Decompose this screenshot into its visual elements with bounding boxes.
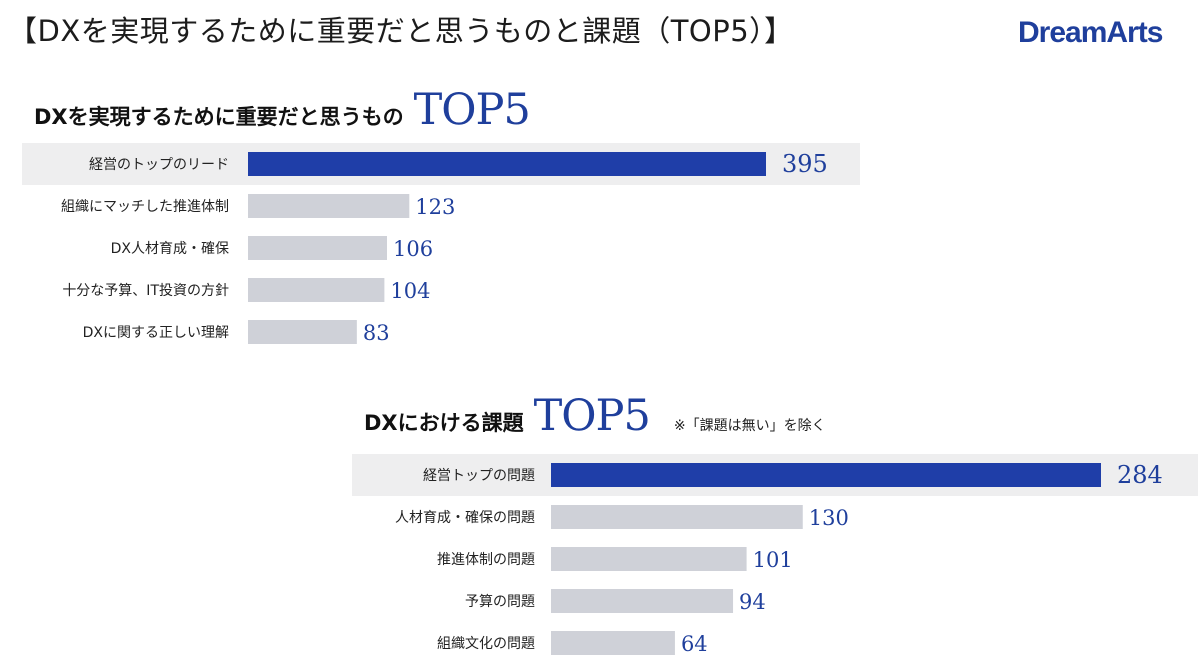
chart2-title-top: TOP5 — [533, 391, 651, 441]
dreamarts-logo: DreamArts — [1018, 16, 1163, 49]
chart1-bar — [248, 194, 410, 218]
chart1-category-label: 組織にマッチした推進体制 — [61, 199, 229, 215]
chart2-bar — [551, 589, 734, 613]
chart1-category-label: 経営のトップのリード — [89, 157, 229, 173]
chart1-bar — [248, 236, 388, 260]
chart1-bar — [248, 320, 357, 344]
chart2-category-label: 推進体制の問題 — [437, 552, 535, 568]
chart1-title-top: TOP5 — [413, 85, 531, 135]
chart2-bar — [551, 547, 747, 571]
chart1-value-label: 104 — [390, 279, 430, 303]
chart2-category-label: 人材育成・確保の問題 — [395, 510, 535, 526]
chart2-title: DXにおける課題 TOP5 ※「課題は無い」を除く — [364, 391, 826, 441]
chart1-category-label: 十分な予算、IT投資の方針 — [62, 283, 229, 299]
chart1-bar — [248, 278, 385, 302]
chart1-value-label: 83 — [363, 321, 390, 345]
chart1-category-label: DXに関する正しい理解 — [83, 325, 229, 341]
chart2-bar — [551, 505, 803, 529]
chart1-title-text: DXを実現するために重要だと思うもの — [34, 105, 404, 129]
chart1-value-label: 395 — [782, 150, 828, 178]
chart2-value-label: 284 — [1117, 461, 1163, 489]
chart2-value-label: 94 — [739, 590, 766, 614]
chart2-value-label: 64 — [681, 632, 708, 656]
chart2-category-label: 予算の問題 — [465, 594, 535, 610]
chart2-bar — [551, 463, 1101, 487]
chart1-title: DXを実現するために重要だと思うもの TOP5 — [34, 85, 531, 135]
chart2-bar — [551, 631, 675, 655]
chart2-title-text: DXにおける課題 — [364, 411, 524, 435]
chart1-value-label: 123 — [415, 195, 455, 219]
chart2-value-label: 130 — [809, 506, 849, 530]
chart2-note: ※「課題は無い」を除く — [673, 418, 826, 434]
chart2-category-label: 組織文化の問題 — [437, 636, 535, 652]
chart1-bar — [248, 152, 766, 176]
chart2-value-label: 101 — [753, 548, 793, 572]
chart2-category-label: 経営トップの問題 — [423, 468, 535, 484]
chart1-category-label: DX人材育成・確保 — [111, 241, 229, 257]
chart1-value-label: 106 — [393, 237, 433, 261]
page-title: 【DXを実現するために重要だと思うものと課題（TOP5）】 — [8, 14, 794, 48]
